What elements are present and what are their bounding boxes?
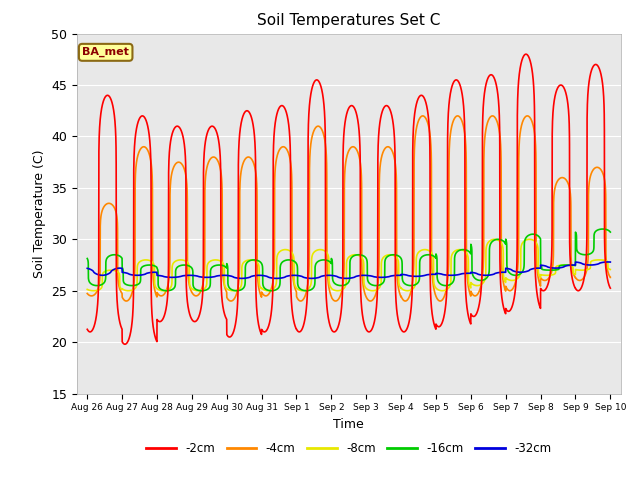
-2cm bbox=[255, 325, 263, 331]
-4cm bbox=[607, 275, 614, 280]
-8cm bbox=[255, 280, 263, 286]
-32cm bbox=[255, 273, 263, 278]
-4cm bbox=[355, 154, 363, 159]
-8cm bbox=[83, 287, 91, 292]
-8cm bbox=[355, 252, 363, 258]
X-axis label: Time: Time bbox=[333, 418, 364, 431]
-16cm bbox=[607, 229, 614, 235]
Line: -16cm: -16cm bbox=[87, 229, 611, 291]
Y-axis label: Soil Temperature (C): Soil Temperature (C) bbox=[33, 149, 45, 278]
-4cm bbox=[566, 193, 574, 199]
-16cm bbox=[163, 288, 171, 294]
-16cm bbox=[355, 252, 363, 258]
-2cm bbox=[121, 341, 129, 347]
-16cm bbox=[255, 258, 263, 264]
Legend: -2cm, -4cm, -8cm, -16cm, -32cm: -2cm, -4cm, -8cm, -16cm, -32cm bbox=[141, 437, 556, 460]
-8cm bbox=[467, 285, 474, 290]
-16cm bbox=[84, 261, 92, 266]
Line: -32cm: -32cm bbox=[87, 262, 611, 278]
-32cm bbox=[238, 276, 246, 281]
-4cm bbox=[255, 288, 263, 293]
-4cm bbox=[467, 292, 474, 298]
-4cm bbox=[420, 114, 428, 120]
-4cm bbox=[83, 290, 91, 296]
-2cm bbox=[566, 262, 574, 268]
Line: -2cm: -2cm bbox=[87, 54, 611, 344]
-32cm bbox=[467, 270, 474, 276]
-2cm bbox=[467, 320, 474, 326]
-16cm bbox=[420, 252, 428, 258]
-16cm bbox=[467, 250, 474, 256]
Line: -4cm: -4cm bbox=[87, 116, 611, 301]
-8cm bbox=[607, 266, 614, 272]
Line: -8cm: -8cm bbox=[87, 240, 611, 291]
Text: BA_met: BA_met bbox=[82, 47, 129, 58]
-4cm bbox=[227, 298, 235, 304]
-2cm bbox=[607, 285, 614, 291]
-32cm bbox=[607, 259, 614, 265]
-2cm bbox=[522, 51, 530, 57]
-8cm bbox=[420, 247, 428, 252]
-8cm bbox=[90, 288, 97, 294]
-2cm bbox=[420, 95, 428, 101]
-32cm bbox=[84, 266, 92, 272]
-32cm bbox=[83, 265, 91, 271]
-4cm bbox=[524, 113, 531, 119]
-8cm bbox=[525, 237, 533, 242]
-8cm bbox=[84, 287, 92, 293]
Title: Soil Temperatures Set C: Soil Temperatures Set C bbox=[257, 13, 440, 28]
-8cm bbox=[566, 263, 574, 269]
-32cm bbox=[420, 273, 428, 278]
-2cm bbox=[355, 129, 363, 134]
-32cm bbox=[355, 273, 363, 278]
-32cm bbox=[566, 262, 574, 268]
-2cm bbox=[83, 326, 91, 332]
-4cm bbox=[84, 292, 92, 298]
-32cm bbox=[604, 259, 612, 265]
-16cm bbox=[83, 256, 91, 262]
-2cm bbox=[84, 328, 92, 334]
-16cm bbox=[566, 262, 574, 268]
-16cm bbox=[599, 226, 607, 232]
